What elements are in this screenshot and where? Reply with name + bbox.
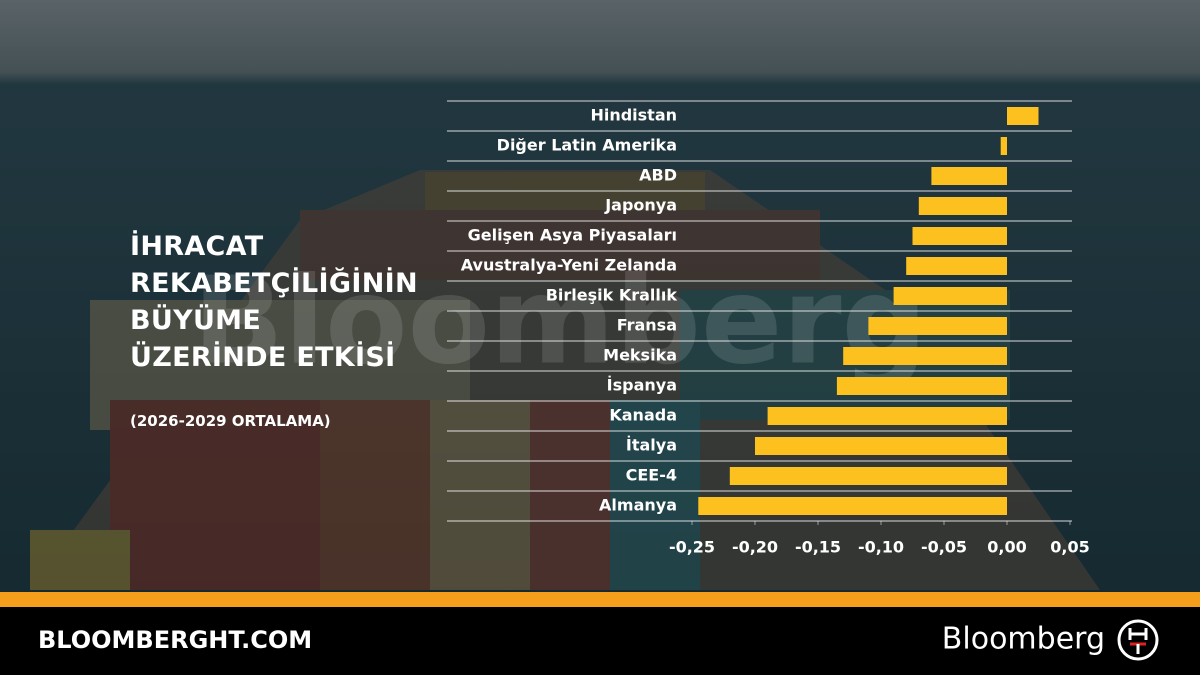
category-label: Kanada [609,406,677,425]
footer-brand: Bloomberg [942,622,1105,657]
bar [698,497,1007,515]
bar [918,197,1007,215]
bar [836,377,1007,395]
x-tick-label: -0,25 [669,538,715,557]
x-tick-label: 0,00 [987,538,1026,557]
x-tick-label: 0,05 [1050,538,1089,557]
category-label: İspanya [607,376,677,395]
bar [893,287,1007,305]
x-tick-label: -0,15 [795,538,841,557]
chart-subtitle: (2026-2029 ORTALAMA) [130,412,331,430]
category-label: Fransa [617,316,677,335]
ht-logo [1117,619,1159,661]
footer-stripe [0,592,1200,607]
bar [868,317,1007,335]
x-tick-label: -0,10 [858,538,904,557]
x-tick-label: -0,05 [921,538,967,557]
category-label: Almanya [599,496,677,515]
chart-title: İHRACAT REKABETÇİLİĞİNİN BÜYÜME ÜZERİNDE… [130,231,418,373]
bar [1007,107,1039,125]
watermark: Bloomberg [193,253,928,392]
bar [912,227,1007,245]
category-label: Gelişen Asya Piyasaları [468,226,677,245]
category-label: CEE-4 [626,466,677,485]
bar [843,347,1007,365]
category-label: Avustralya-Yeni Zelanda [461,256,677,275]
category-label: Japonya [604,196,677,215]
bar [729,467,1007,485]
plot: -0,25 -0,20 -0,15 -0,10 -0,05 0,00 0,05 Hindist… [447,100,1090,557]
bar [1000,137,1007,155]
bar [755,437,1007,455]
category-label: Diğer Latin Amerika [497,136,677,155]
category-label: İtalya [626,436,677,455]
category-label: Hindistan [590,106,677,125]
bar [767,407,1007,425]
footer-bar [0,607,1200,675]
category-label: Meksika [603,346,677,365]
category-label: ABD [639,166,677,185]
bar [931,167,1007,185]
bar [906,257,1007,275]
category-label: Birleşik Krallık [546,286,678,305]
footer-site: BLOOMBERGHT.COM [38,626,312,654]
x-tick-label: -0,20 [732,538,778,557]
